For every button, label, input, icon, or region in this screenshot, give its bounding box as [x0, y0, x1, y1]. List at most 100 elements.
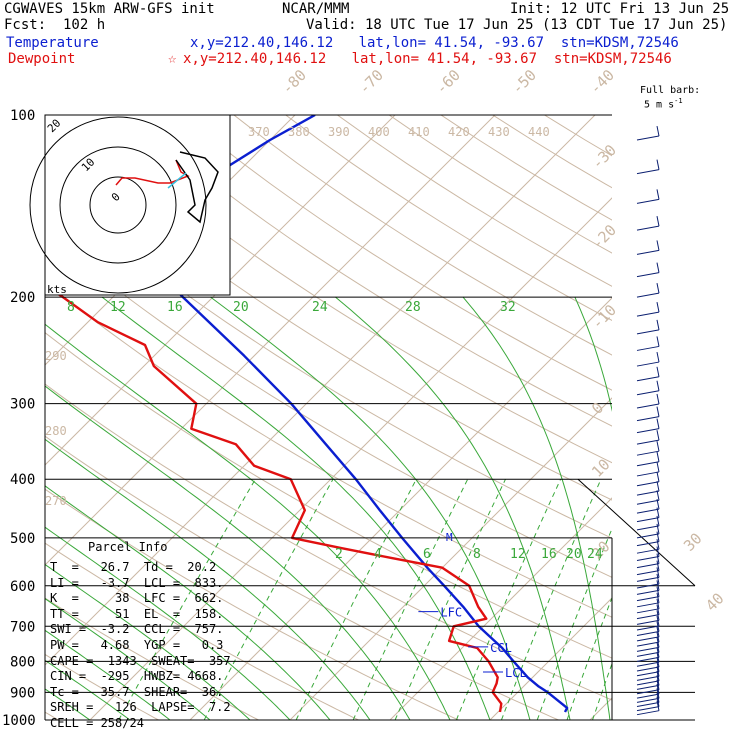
wind-barb: [636, 675, 660, 681]
pressure-tick-label: 600: [10, 579, 35, 595]
mixing-ratio-label: 8: [473, 547, 481, 562]
wind-barb-flag: [656, 656, 660, 668]
hodograph-ring: [59, 146, 177, 264]
dry-adiabat-line: [440, 115, 612, 221]
wind-barb-flag: [656, 592, 660, 603]
wind-barb: [636, 428, 660, 434]
wind-barb-flag: [656, 553, 660, 564]
temperature-legend: Temperature: [6, 35, 99, 51]
barb-note: Full barb:: [640, 85, 701, 96]
wind-barb-flag: [656, 366, 660, 377]
wind-barb: [636, 656, 660, 662]
wind-barb: [636, 671, 660, 677]
mixing-ratio-label: 8: [67, 300, 75, 315]
temperature-location: x,y=212.40,146.12 lat,lon= 41.54, -93.67…: [190, 35, 679, 51]
wind-barb: [636, 439, 660, 445]
dry-adiabat-line: [45, 181, 612, 539]
dry-adiabat-line: [45, 653, 159, 720]
wind-barb: [636, 563, 660, 569]
wind-barb-flag: [656, 125, 660, 137]
theta-tick-label: 410: [408, 125, 430, 139]
pressure-tick-label: 800: [10, 654, 35, 670]
wind-barb-flag: [656, 567, 660, 578]
wind-barb-flag: [656, 546, 660, 557]
pressure-tick-label: 400: [10, 472, 35, 488]
isotherm-tick-label: -30: [588, 141, 620, 173]
barb-note-units: 5 m s-1: [644, 96, 683, 110]
wind-barb: [636, 589, 660, 595]
isotherm-line: [89, 197, 612, 720]
isotherm-tick-label: 40: [702, 589, 728, 615]
theta-tick-label: 400: [368, 125, 390, 139]
wind-barb-flag: [656, 615, 660, 627]
wind-barb: [636, 345, 660, 351]
wind-barb-flag: [656, 700, 660, 711]
parcel-info-title: Parcel Info: [88, 540, 168, 554]
wind-barb: [636, 608, 660, 614]
wind-barb: [636, 329, 660, 335]
mixing-ratio-line: [500, 478, 602, 720]
wind-barb-flag: [656, 461, 660, 473]
isotherm-tick-label: -40: [586, 66, 618, 98]
moist-adiabat-line: [210, 296, 531, 720]
wind-barb: [636, 471, 660, 477]
isotherm-tick-label: -70: [355, 66, 387, 98]
mixing-ratio-label: 16: [541, 547, 557, 562]
mixing-ratio-label: 2: [335, 547, 343, 562]
theta-tick-label: 270: [45, 494, 67, 508]
org-label: NCAR/MMM: [282, 1, 350, 17]
wind-barb: [636, 361, 660, 367]
wind-barb-flag: [656, 598, 660, 609]
wind-barb-flag: [656, 573, 660, 585]
isotherm-line: [690, 115, 740, 720]
theta-tick-label: 370: [248, 125, 270, 139]
hodograph-trace-low: [115, 159, 190, 186]
wind-barb-flag: [656, 626, 660, 637]
wind-barb: [636, 706, 660, 712]
theta-tick-label: 430: [488, 125, 510, 139]
mixing-ratio-label: 4: [374, 547, 382, 562]
wind-barb: [636, 403, 660, 409]
mixing-ratio-line: [592, 662, 612, 720]
wind-barb: [636, 450, 660, 456]
parcel-info-row: Tc = 35.7 SHEAR= 36.: [50, 684, 224, 699]
wind-barb: [636, 651, 660, 657]
wind-barb-flag: [656, 642, 660, 653]
wind-barb-flag: [656, 670, 660, 682]
isotherm-tick-label: -10: [588, 301, 620, 333]
theta-tick-label: 280: [45, 424, 67, 438]
dry-adiabat-line: [233, 115, 612, 356]
wind-barb-flag: [656, 692, 660, 703]
wind-barb: [636, 602, 660, 608]
wind-barb: [636, 311, 660, 317]
hodograph-trace-high: [175, 151, 219, 224]
wind-barb: [636, 533, 660, 539]
wind-barb-flag: [656, 661, 660, 672]
wind-barb-flag: [656, 610, 660, 621]
isotherm-tick-label: -60: [432, 66, 464, 98]
wind-barb-flag: [656, 490, 660, 501]
wind-barb-flag: [656, 441, 660, 452]
wind-barb: [636, 525, 660, 531]
wind-barb: [636, 693, 660, 699]
dry-adiabat-line: [45, 435, 559, 720]
lfc-label: LFC: [440, 606, 462, 620]
wind-barb: [636, 517, 660, 523]
wind-barb: [636, 619, 660, 625]
wind-barb-flag: [656, 666, 660, 677]
wind-barb-flag: [656, 189, 660, 200]
pressure-tick-label: 700: [10, 619, 35, 635]
wind-barb: [636, 198, 660, 204]
mixing-ratio-line: [566, 596, 612, 720]
wind-barb: [636, 596, 660, 602]
wind-barb: [636, 689, 660, 695]
mixing-ratio-label: 24: [587, 547, 603, 562]
wind-barb: [636, 225, 660, 231]
lcl-label: LCL: [505, 666, 527, 680]
theta-tick-label: 390: [328, 125, 350, 139]
barb-note-units-text: 5 m s: [644, 99, 675, 111]
parcel-info-row: K = 38 LFC = 662.: [50, 591, 224, 606]
parcel-info-row: CAPE = 1343 SWEAT= 357: [50, 653, 231, 668]
wind-barb: [636, 614, 660, 620]
wind-barb: [636, 376, 660, 382]
